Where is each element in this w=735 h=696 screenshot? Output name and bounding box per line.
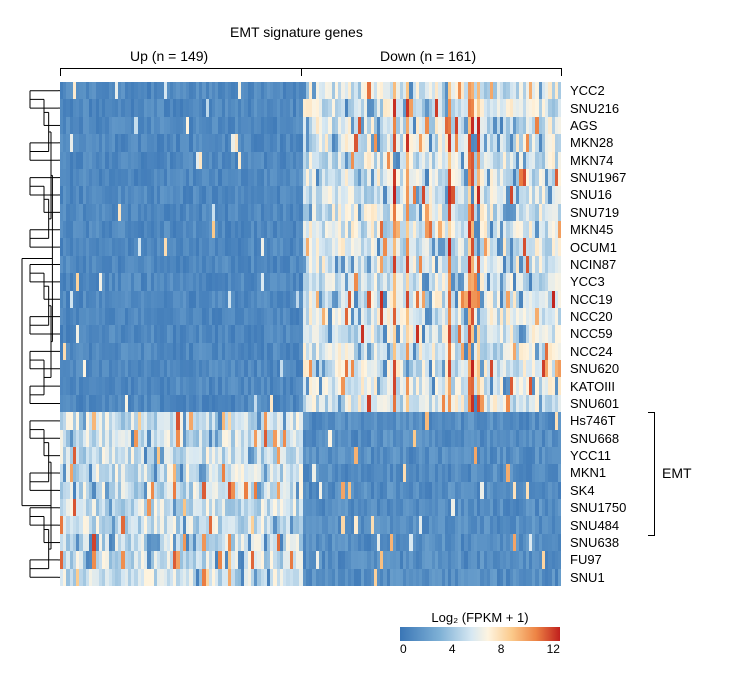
heatmap-row <box>60 516 562 533</box>
heatmap-row <box>60 569 562 586</box>
row-label: YCC11 <box>566 447 646 464</box>
row-label: SNU1 <box>566 569 646 586</box>
heatmap-row <box>60 238 562 255</box>
heatmap-row <box>60 343 562 360</box>
row-label: KATOIII <box>566 377 646 394</box>
row-labels: YCC2SNU216AGSMKN28MKN74SNU1967SNU16SNU71… <box>566 82 646 586</box>
row-label: NCC19 <box>566 291 646 308</box>
heatmap-row <box>60 256 562 273</box>
heatmap-row <box>60 412 562 429</box>
row-label: SNU216 <box>566 99 646 116</box>
figure-title: EMT signature genes <box>230 24 363 40</box>
row-label: AGS <box>566 117 646 134</box>
heatmap-row <box>60 447 562 464</box>
heatmap-row <box>60 221 562 238</box>
row-label: YCC3 <box>566 273 646 290</box>
heatmap-row <box>60 395 562 412</box>
heatmap-row <box>60 534 562 551</box>
legend-tick: 8 <box>498 642 505 656</box>
emt-bracket <box>648 412 655 536</box>
heatmap-row <box>60 430 562 447</box>
heatmap-row <box>60 169 562 186</box>
heatmap-row <box>60 186 562 203</box>
legend-tick: 4 <box>449 642 456 656</box>
row-label: SNU620 <box>566 360 646 377</box>
row-label: MKN45 <box>566 221 646 238</box>
row-label: FU97 <box>566 551 646 568</box>
legend-title: Log₂ (FPKM + 1) <box>400 610 560 625</box>
col-group-up-label: Up (n = 149) <box>130 48 208 64</box>
heatmap-row <box>60 499 562 516</box>
heatmap-row <box>60 308 562 325</box>
heatmap-row <box>60 551 562 568</box>
col-group-tick-left <box>60 68 61 76</box>
heatmap <box>60 82 562 586</box>
row-label: Hs746T <box>566 412 646 429</box>
row-label: SNU638 <box>566 534 646 551</box>
heatmap-row <box>60 377 562 394</box>
row-label: SNU484 <box>566 516 646 533</box>
heatmap-row <box>60 482 562 499</box>
col-group-down-label: Down (n = 161) <box>380 48 476 64</box>
row-label: SNU601 <box>566 395 646 412</box>
emt-group-label: EMT <box>662 465 692 481</box>
heatmap-row <box>60 152 562 169</box>
row-label: YCC2 <box>566 82 646 99</box>
legend-tick: 12 <box>547 642 560 656</box>
heatmap-row <box>60 291 562 308</box>
row-label: SNU1750 <box>566 499 646 516</box>
heatmap-row <box>60 99 562 116</box>
heatmap-row <box>60 325 562 342</box>
row-label: NCIN87 <box>566 256 646 273</box>
heatmap-row <box>60 82 562 99</box>
row-dendrogram <box>20 82 60 586</box>
row-label: NCC24 <box>566 343 646 360</box>
row-label: OCUM1 <box>566 238 646 255</box>
row-label: SNU668 <box>566 430 646 447</box>
heatmap-row <box>60 134 562 151</box>
row-label: MKN1 <box>566 464 646 481</box>
row-label: NCC20 <box>566 308 646 325</box>
row-label: SNU719 <box>566 204 646 221</box>
row-label: NCC59 <box>566 325 646 342</box>
row-label: SNU16 <box>566 186 646 203</box>
legend-tick: 0 <box>400 642 407 656</box>
col-group-line <box>60 68 562 69</box>
col-group-tick-mid <box>301 68 302 76</box>
row-label: SNU1967 <box>566 169 646 186</box>
heatmap-figure: EMT signature genes Up (n = 149) Down (n… <box>20 20 715 676</box>
heatmap-row <box>60 273 562 290</box>
heatmap-row <box>60 204 562 221</box>
row-label: MKN74 <box>566 152 646 169</box>
row-label: MKN28 <box>566 134 646 151</box>
legend-ticks: 0 4 8 12 <box>400 642 560 656</box>
heatmap-row <box>60 464 562 481</box>
color-legend: Log₂ (FPKM + 1) 0 4 8 12 <box>400 610 560 656</box>
col-group-tick-right <box>561 68 562 76</box>
legend-colorbar <box>400 627 560 641</box>
heatmap-row <box>60 360 562 377</box>
row-label: SK4 <box>566 482 646 499</box>
heatmap-row <box>60 117 562 134</box>
